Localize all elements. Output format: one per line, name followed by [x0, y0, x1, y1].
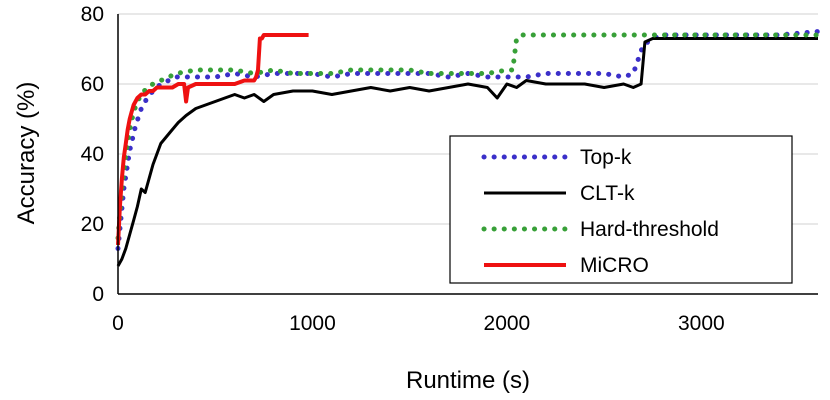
series-line-hard-threshold [115, 32, 821, 241]
legend: Top-k CLT-k Hard-threshold MiCRO [449, 135, 793, 284]
y-axis-title: Accuracy (%) [13, 82, 40, 225]
y-tick-label-0: 0 [92, 283, 104, 306]
series-lines [115, 29, 821, 267]
y-tick-label-3: 60 [81, 73, 104, 96]
legend-label-0: Top-k [580, 146, 632, 169]
x-tick-label-0: 0 [112, 312, 124, 335]
y-tick-label-1: 20 [81, 213, 104, 236]
legend-label-3: MiCRO [580, 254, 649, 277]
y-tick-label-2: 40 [81, 143, 104, 166]
x-tick-label-1: 1000 [289, 312, 336, 335]
x-axis-title: Runtime (s) [406, 367, 530, 394]
legend-label-2: Hard-threshold [580, 218, 719, 241]
series-line-clt-k [116, 37, 818, 267]
axes [117, 14, 818, 295]
legend-items: Top-k CLT-k Hard-threshold MiCRO [481, 146, 719, 277]
tick-labels: 0 20 40 60 80 0 1000 2000 3000 [81, 3, 725, 335]
y-tick-label-4: 80 [81, 3, 104, 26]
legend-label-1: CLT-k [580, 182, 635, 205]
x-tick-label-2: 2000 [484, 312, 531, 335]
series-line-micro [116, 33, 309, 246]
x-tick-label-3: 3000 [678, 312, 725, 335]
legend-box [449, 135, 793, 284]
